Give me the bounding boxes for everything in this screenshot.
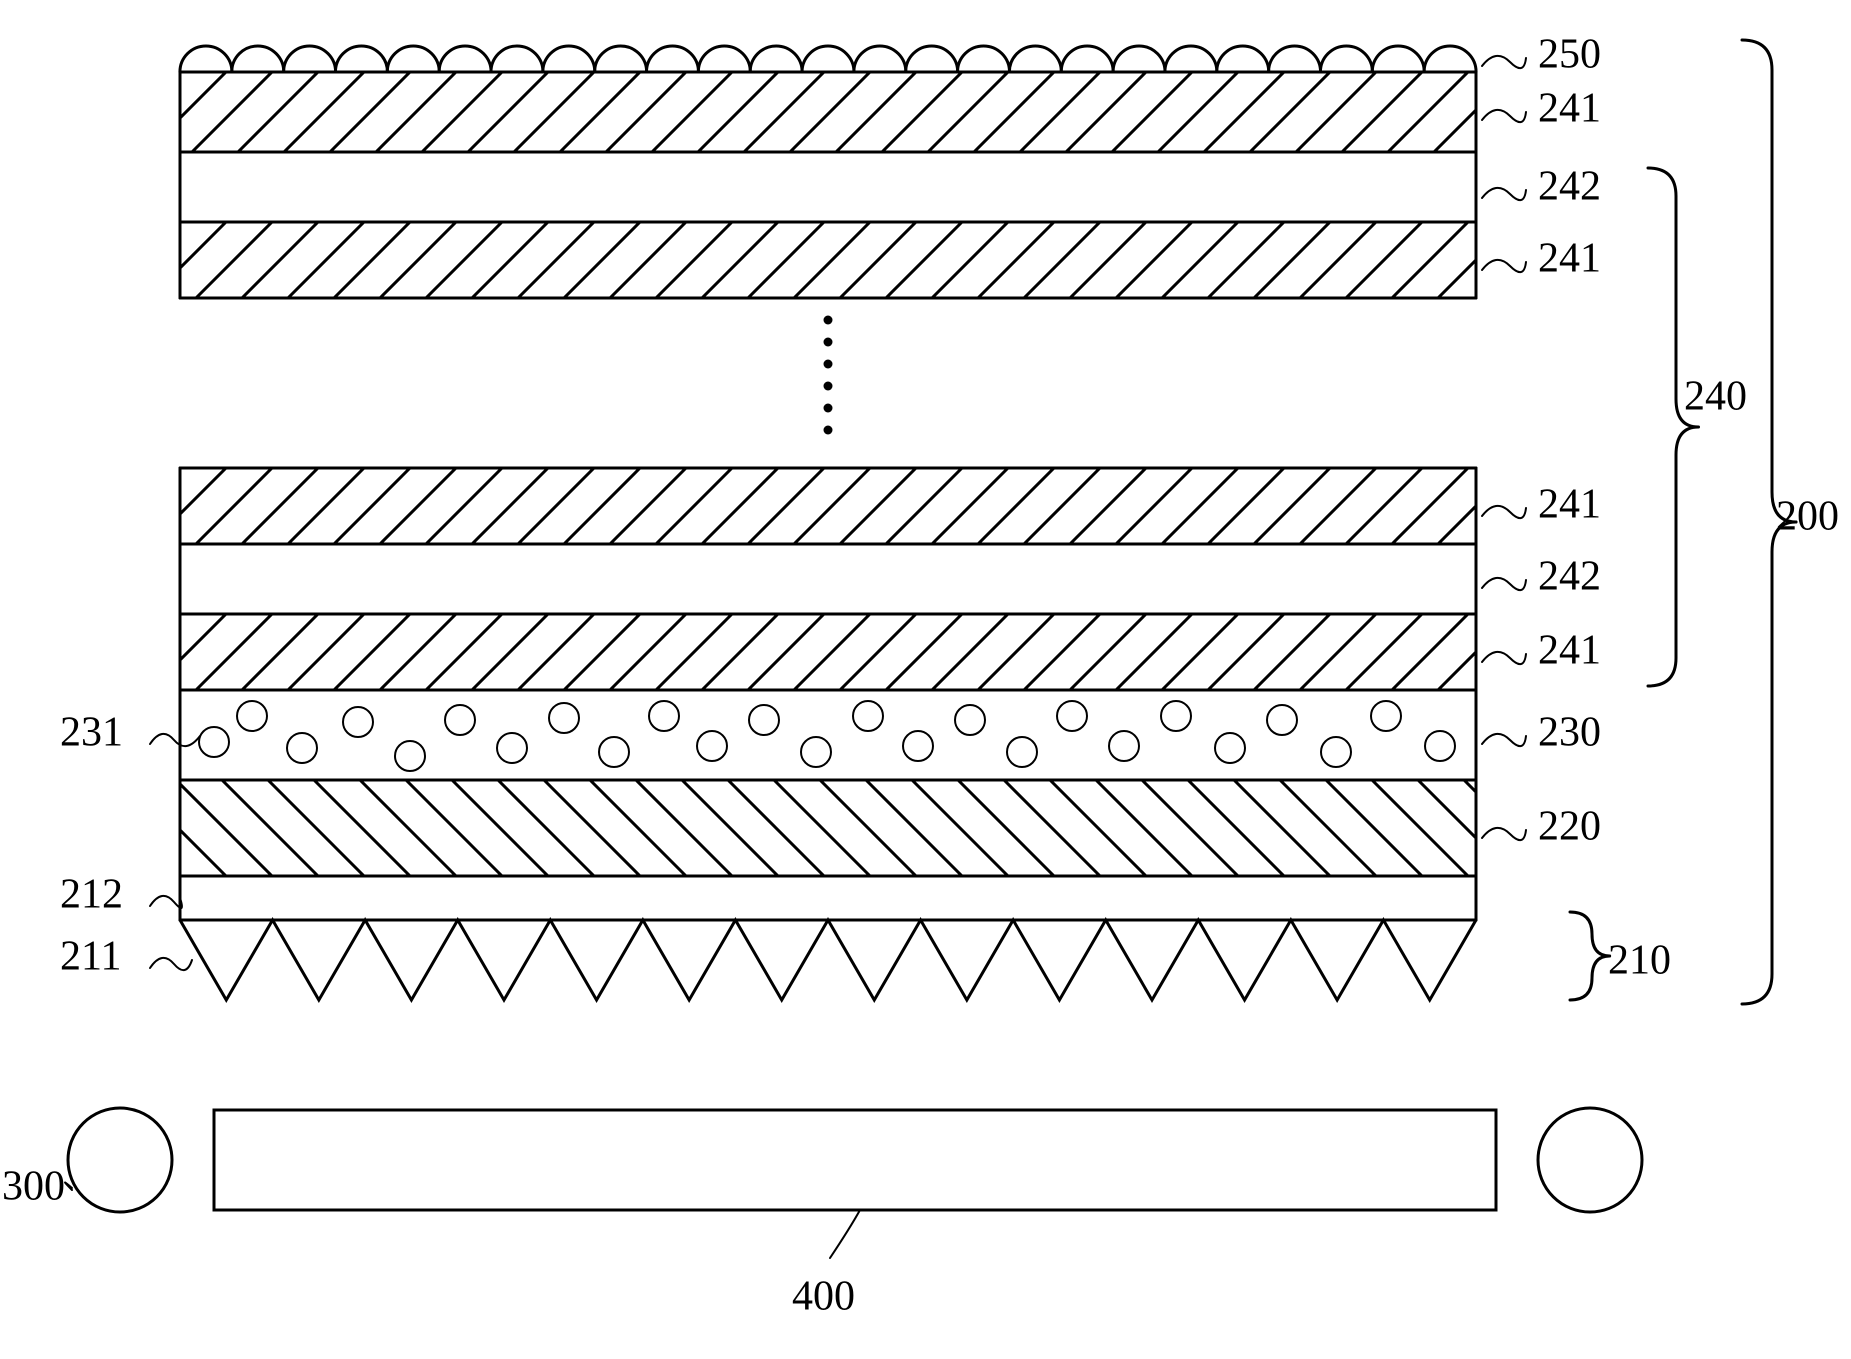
svg-text:200: 200 <box>1776 494 1839 540</box>
layer-212 <box>180 876 1476 920</box>
label-241: 241 <box>1538 236 1601 282</box>
label-230: 230 <box>1538 710 1601 756</box>
label-212: 212 <box>60 872 123 918</box>
layer-230 <box>180 690 1476 780</box>
layer-211-triangles <box>180 920 1476 1000</box>
label-242: 242 <box>1538 164 1601 210</box>
layer-241_d <box>104 614 1606 690</box>
layer-242_a <box>180 152 1476 222</box>
layer-241_c <box>104 468 1606 544</box>
brace-210: 210 <box>1570 912 1671 1000</box>
element-300-left <box>68 1108 172 1212</box>
label-220: 220 <box>1538 804 1601 850</box>
diagram-root: 250 241 242 241 241 242 241 230 220 231 212 211 300 4… <box>0 0 1851 1359</box>
element-300-right <box>1538 1108 1642 1212</box>
layer-242_b <box>180 544 1476 614</box>
label-241: 241 <box>1538 482 1601 528</box>
label-211: 211 <box>60 934 121 980</box>
layer-220 <box>84 780 1652 876</box>
label-250: 250 <box>1538 32 1601 78</box>
ellipsis-dots <box>824 316 833 435</box>
label-241: 241 <box>1538 628 1601 674</box>
label-242: 242 <box>1538 554 1601 600</box>
element-400 <box>214 1110 1496 1210</box>
layer-250-bumps <box>180 46 1476 72</box>
layer-241_b <box>104 222 1606 298</box>
svg-text:210: 210 <box>1608 938 1671 984</box>
label-231: 231 <box>60 710 123 756</box>
label-300: 300 <box>2 1164 72 1210</box>
brace-200: 200 <box>1742 40 1839 1004</box>
layer-241_top <box>100 72 1606 152</box>
label-241: 241 <box>1538 86 1601 132</box>
svg-text:400: 400 <box>792 1274 855 1320</box>
label-400: 400 <box>792 1210 860 1320</box>
bubbles-231 <box>199 701 1455 771</box>
labels-right: 250 241 242 241 241 242 241 230 220 <box>1482 32 1601 850</box>
brace-240: 240 <box>1648 168 1747 686</box>
svg-text:240: 240 <box>1684 374 1747 420</box>
svg-text:300: 300 <box>2 1164 65 1210</box>
